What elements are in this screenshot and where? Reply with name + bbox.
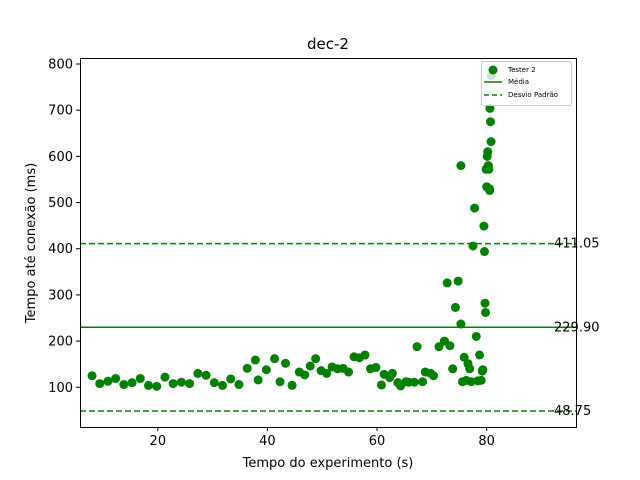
data-point <box>442 278 452 288</box>
chart-title: dec-2 <box>307 35 349 53</box>
data-point <box>450 302 460 312</box>
y-axis-label: Tempo até conexão (ms) <box>24 163 39 324</box>
data-point <box>270 354 280 364</box>
data-point <box>322 368 332 378</box>
data-point <box>111 374 121 384</box>
data-point <box>127 378 137 388</box>
data-point <box>465 364 475 374</box>
data-point <box>476 375 486 385</box>
reference-value-std-lower: 48.75 <box>554 404 591 419</box>
data-point <box>456 319 466 329</box>
data-point <box>434 342 444 352</box>
y-tick-label: 400 <box>48 242 73 257</box>
data-point <box>160 372 170 382</box>
data-point <box>144 380 154 390</box>
data-point <box>486 117 496 127</box>
legend-box <box>481 61 572 106</box>
data-point <box>471 331 481 341</box>
data-point <box>371 362 381 372</box>
reference-line-labels: 229.90 411.05 48.75 <box>554 237 600 419</box>
legend-label-std: Desvio Padrão <box>508 91 558 99</box>
data-point <box>486 137 496 147</box>
data-point <box>193 368 203 378</box>
y-tick-label: 600 <box>48 150 73 165</box>
y-tick-label: 700 <box>48 104 73 119</box>
data-point <box>478 365 488 375</box>
data-point <box>453 276 463 286</box>
data-point <box>261 365 271 375</box>
data-point <box>485 186 495 196</box>
data-point <box>360 350 370 360</box>
data-point <box>103 376 113 386</box>
legend-label-mean: Média <box>508 78 529 86</box>
data-point <box>185 379 195 389</box>
data-point <box>480 298 490 308</box>
data-point <box>168 379 178 389</box>
x-axis-label: Tempo do experimento (s) <box>242 456 414 471</box>
data-point <box>484 164 494 174</box>
data-point <box>475 350 485 360</box>
data-point <box>201 370 211 380</box>
data-point <box>387 368 397 378</box>
data-point <box>95 379 105 389</box>
data-point <box>479 247 489 257</box>
data-point <box>253 375 263 385</box>
data-point <box>87 371 97 381</box>
data-point <box>217 380 227 390</box>
x-tick-label: 40 <box>259 434 276 449</box>
legend-marker-tester <box>488 65 498 75</box>
reference-lines <box>80 242 576 412</box>
data-point <box>418 377 428 387</box>
legend-label-tester: Tester 2 <box>507 66 536 74</box>
x-axis-ticks: 20 40 60 80 <box>150 427 495 449</box>
data-point <box>376 380 386 390</box>
data-point <box>135 374 145 384</box>
data-point <box>448 364 458 374</box>
data-point <box>152 381 162 391</box>
data-point <box>479 221 489 231</box>
data-point <box>412 342 422 352</box>
y-tick-label: 500 <box>48 196 73 211</box>
data-point <box>209 378 219 388</box>
data-point <box>176 377 186 387</box>
data-point <box>275 377 285 387</box>
data-point <box>481 307 491 317</box>
y-tick-label: 800 <box>48 58 73 73</box>
data-point <box>456 161 466 171</box>
data-point <box>466 377 476 387</box>
reference-value-std-upper: 411.05 <box>554 237 600 252</box>
data-point <box>300 370 310 380</box>
data-point <box>445 341 455 351</box>
data-point <box>468 241 478 251</box>
y-tick-label: 100 <box>48 381 73 396</box>
plot-frame <box>80 58 577 428</box>
y-tick-label: 300 <box>48 288 73 303</box>
data-point <box>234 380 244 390</box>
data-point <box>483 147 493 157</box>
reference-value-mean: 229.90 <box>554 320 600 335</box>
data-point <box>250 355 260 365</box>
data-point <box>429 371 439 381</box>
data-point <box>470 203 480 213</box>
data-point <box>459 352 469 362</box>
y-tick-label: 200 <box>48 335 73 350</box>
data-point <box>226 374 236 384</box>
data-point <box>119 380 129 390</box>
data-point <box>305 361 315 371</box>
x-tick-label: 60 <box>369 434 386 449</box>
y-axis-ticks: 100 200 300 400 500 600 700 800 <box>48 58 80 396</box>
legend: Tester 2 Média Desvio Padrão <box>481 61 572 106</box>
data-point <box>485 103 495 113</box>
x-tick-label: 80 <box>478 434 495 449</box>
data-points <box>87 71 496 391</box>
data-point <box>287 380 297 390</box>
data-point <box>281 358 291 368</box>
x-tick-label: 20 <box>150 434 167 449</box>
data-point <box>242 363 252 373</box>
data-point <box>409 377 419 387</box>
data-point <box>311 354 321 364</box>
data-point <box>344 367 354 377</box>
